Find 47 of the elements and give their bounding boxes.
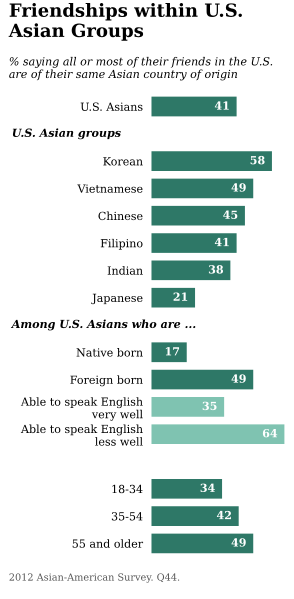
data-label: 58 xyxy=(250,156,265,164)
data-label: 64 xyxy=(262,429,278,438)
bar xyxy=(151,96,237,116)
y-tick-label: Indian xyxy=(108,266,143,275)
y-tick-label: U.S. Asians xyxy=(80,102,143,111)
data-label: 49 xyxy=(231,183,246,192)
data-label: 49 xyxy=(231,374,246,383)
text: 2012 Asian-American Survey. Q44. xyxy=(9,573,180,583)
chart-subtitle: % saying all or most of their friends in the U.S. are of their same Asian country of origin xyxy=(9,56,272,80)
chart-title: Friendships within U.S. Asian Groups xyxy=(8,2,242,41)
y-tick-label: 18-34 xyxy=(112,484,143,494)
data-label: 35 xyxy=(202,402,217,410)
bar xyxy=(151,534,254,554)
bar xyxy=(151,506,239,526)
bar xyxy=(151,370,254,390)
text: U.S. Asian groups xyxy=(12,128,121,140)
bar xyxy=(151,260,230,280)
bar xyxy=(151,424,284,444)
data-label: 42 xyxy=(216,510,231,520)
data-label: 34 xyxy=(200,484,215,492)
y-tick-label: Japanese xyxy=(91,294,143,304)
data-label: 41 xyxy=(214,101,229,110)
data-label: 45 xyxy=(223,210,238,219)
bar xyxy=(151,206,245,226)
y-tick-label: Chinese xyxy=(98,212,143,220)
data-label: 38 xyxy=(208,265,224,274)
y-tick-label: Vietnamese xyxy=(77,184,143,193)
y-tick-label: Korean xyxy=(103,157,143,166)
bar xyxy=(151,288,196,308)
y-tick-label: 35-54 xyxy=(112,512,143,520)
y-tick-label: Native born xyxy=(76,348,143,357)
bar xyxy=(151,478,222,499)
y-tick-label: Able to speak English very well xyxy=(20,397,143,421)
annotation: Among U.S. Asians who are ... xyxy=(10,320,196,330)
data-label: 41 xyxy=(214,238,229,246)
data-label: 17 xyxy=(166,347,180,356)
bar xyxy=(151,233,237,253)
bar xyxy=(151,342,187,362)
data-label: 21 xyxy=(174,292,188,301)
y-tick-label: Able to speak English less well xyxy=(20,424,143,446)
bar xyxy=(151,178,254,198)
bar xyxy=(151,151,272,171)
y-tick-label: 55 and older xyxy=(72,539,144,548)
data-label: 49 xyxy=(231,538,246,547)
bar xyxy=(151,397,224,417)
y-tick-label: Filipino xyxy=(100,238,143,250)
y-tick-label: Foreign born xyxy=(70,375,143,386)
